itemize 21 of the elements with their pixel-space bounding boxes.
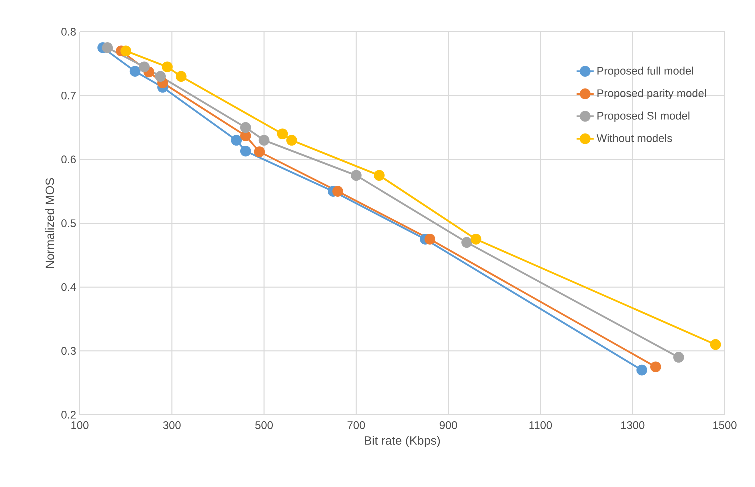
x-tick-label: 700 [348, 422, 366, 430]
legend-label: Proposed full model [598, 66, 694, 78]
x-tick-label: 1500 [714, 422, 737, 430]
x-tick-label: 100 [72, 422, 89, 430]
y-tick-label: 0.6 [62, 156, 76, 164]
y-tick-label: 0.2 [62, 411, 76, 419]
x-tick-label: 500 [256, 422, 274, 430]
legend-label: Proposed parity model [598, 89, 706, 100]
y-axis-title: Normalized MOS [46, 178, 54, 268]
x-tick-label: 900 [440, 422, 458, 430]
legend-label: Proposed SI model [598, 112, 690, 122]
x-axis-title: Bit rate (Kbps) [365, 436, 440, 448]
y-tick-label: 0.7 [62, 92, 76, 100]
y-tick-label: 0.3 [62, 347, 76, 356]
y-tick-label: 0.5 [62, 220, 76, 228]
y-tick-label: 0.8 [62, 28, 76, 36]
y-tick-label: 0.4 [62, 283, 76, 292]
x-tick-label: 1300 [621, 422, 645, 430]
x-tick-label: 1100 [530, 422, 552, 430]
x-tick-label: 300 [163, 422, 181, 430]
legend-label: Without models [596, 134, 672, 142]
